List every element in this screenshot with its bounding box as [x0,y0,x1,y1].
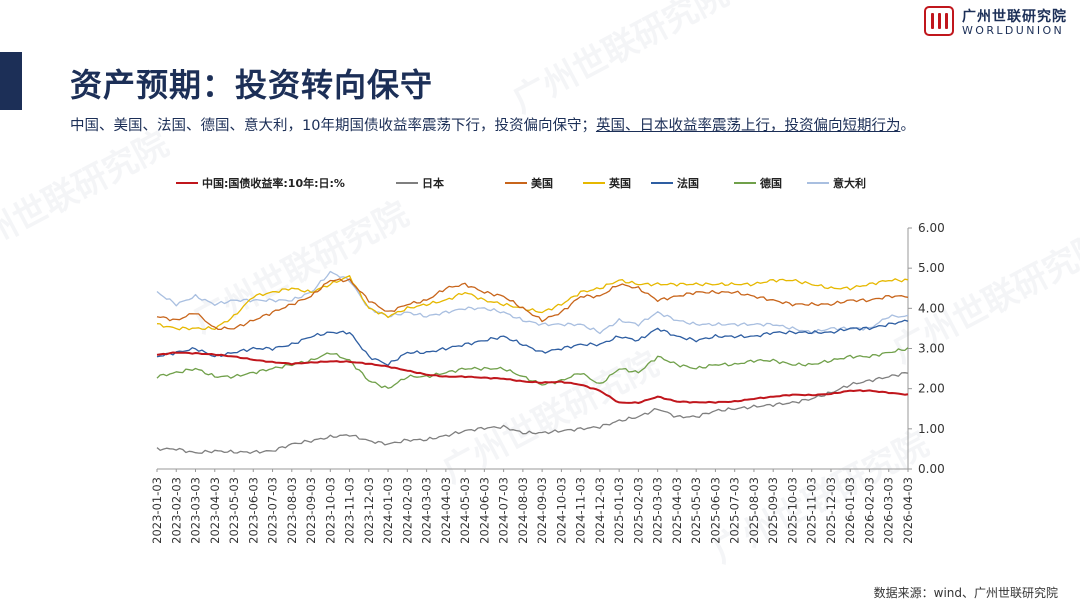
legend-swatch [396,182,418,184]
legend-label: 日本 [422,177,444,190]
x-tick-label: 2025-04-03 [670,477,684,544]
legend-swatch [176,182,198,184]
legend-swatch [734,182,756,184]
legend-swatch [505,182,527,184]
x-tick-label: 2023-07-03 [266,477,280,544]
x-tick-label: 2025-01-03 [612,477,626,544]
x-tick-label: 2024-09-03 [535,477,549,544]
legend-swatch [807,182,829,184]
legend-label: 中国:国债收益率:10年:日:% [202,177,345,190]
subtitle-highlight: 英国、日本收益率震荡上行，投资偏向短期行为 [595,118,901,134]
x-tick-label: 2024-10-03 [554,477,568,544]
x-tick-label: 2025-10-03 [785,477,799,544]
x-tick-label: 2023-08-03 [285,477,299,544]
subtitle-part-1: 中国、美国、法国、德国、意大利，10年期国债收益率震荡下行，投资偏向保守； [70,118,596,134]
x-tick-label: 2024-11-03 [574,477,588,544]
data-source: 数据来源：wind、广州世联研究院 [873,586,1058,600]
x-tick-label: 2025-11-03 [805,477,819,544]
legend-label: 美国 [531,177,553,190]
x-tick-label: 2023-04-03 [208,477,222,544]
legend-swatch [583,182,605,184]
y-tick-label: 1.00 [918,422,945,436]
series-line-3 [156,275,909,331]
x-tick-label: 2026-04-03 [901,477,915,544]
legend-swatch [651,182,673,184]
y-tick-label: 0.00 [918,462,945,476]
series-line-1 [156,372,909,454]
x-tick-label: 2023-06-03 [246,477,260,544]
series-line-2 [156,278,909,331]
page-title: 资产预期：投资转向保守 [70,66,434,104]
legend-label: 德国 [760,177,782,190]
x-tick-label: 2025-06-03 [708,477,722,544]
y-tick-label: 5.00 [918,261,945,275]
y-tick-label: 6.00 [918,221,945,235]
company-logo: 广州世联研究院 WORLDUNION [924,6,1070,40]
y-tick-label: 2.00 [918,382,945,396]
legend-label: 法国 [677,177,699,190]
series-line-4 [156,319,909,366]
legend-label: 英国 [609,177,631,190]
x-tick-label: 2025-07-03 [728,477,742,544]
x-tick-label: 2026-02-03 [862,477,876,544]
logo-name-cn: 广州世联研究院 [962,9,1067,25]
series-line-6 [156,270,909,335]
x-tick-label: 2024-08-03 [516,477,530,544]
x-tick-label: 2023-05-03 [227,477,241,544]
x-tick-label: 2023-10-03 [323,477,337,544]
logo-name-en: WORLDUNION [962,24,1065,37]
x-tick-label: 2024-05-03 [458,477,472,544]
title-accent-bar [0,52,22,110]
page-subtitle: 中国、美国、法国、德国、意大利，10年期国债收益率震荡下行，投资偏向保守；英国、… [70,114,915,135]
x-tick-label: 2024-12-03 [593,477,607,544]
series-line-5 [156,347,909,389]
y-tick-label: 3.00 [918,342,945,356]
x-tick-label: 2023-11-03 [343,477,357,544]
x-tick-label: 2025-03-03 [651,477,665,544]
x-tick-label: 2024-07-03 [497,477,511,544]
x-tick-label: 2023-02-03 [169,477,183,544]
x-tick-label: 2024-03-03 [420,477,434,544]
x-tick-label: 2023-12-03 [362,477,376,544]
x-tick-label: 2023-01-03 [150,477,164,544]
x-tick-label: 2026-03-03 [882,477,896,544]
x-tick-label: 2024-01-03 [381,477,395,544]
x-tick-label: 2023-03-03 [189,477,203,544]
x-tick-label: 2025-05-03 [689,477,703,544]
x-tick-label: 2024-04-03 [439,477,453,544]
y-tick-label: 4.00 [918,301,945,315]
x-tick-label: 2024-02-03 [400,477,414,544]
x-tick-label: 2023-09-03 [304,477,318,544]
x-tick-label: 2025-08-03 [747,477,761,544]
x-tick-label: 2026-01-03 [843,477,857,544]
legend-label: 意大利 [833,177,866,190]
x-tick-label: 2024-06-03 [477,477,491,544]
x-tick-label: 2025-02-03 [631,477,645,544]
series-line-0 [156,351,909,404]
x-tick-label: 2025-12-03 [824,477,838,544]
logo-mark-icon [924,6,954,36]
subtitle-end: 。 [900,118,915,134]
x-tick-label: 2025-09-03 [766,477,780,544]
